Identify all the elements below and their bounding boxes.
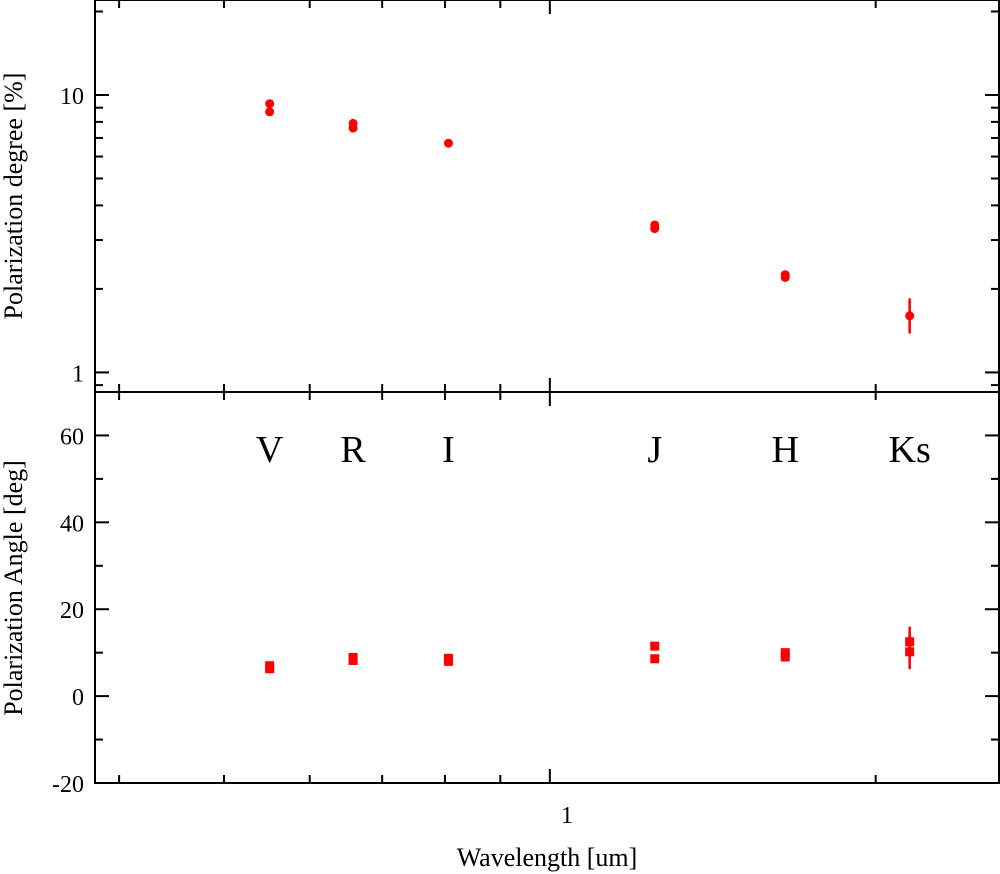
bottom-panel-points (265, 637, 915, 674)
bottom-panel: -20 0 20 40 60 V R I J H Ks 1 Polarization Angle … (0, 391, 1000, 872)
top-data-point (443, 138, 453, 148)
bottom-data-point (348, 655, 358, 665)
bottom-ytick-label: 40 (60, 511, 84, 537)
bottom-data-point (443, 656, 453, 666)
bottom-data-point (650, 641, 660, 651)
bottom-y-axis-label: Polarization Angle [deg] (0, 460, 28, 716)
top-panel-points (265, 99, 915, 321)
top-data-point (265, 107, 275, 117)
top-panel-frame (94, 0, 1000, 393)
bottom-data-point (780, 652, 790, 662)
bottom-panel-ticks (95, 392, 999, 784)
band-label-J: J (647, 429, 662, 471)
bottom-data-point (650, 654, 660, 664)
bottom-ytick-label: 20 (60, 598, 84, 624)
bottom-panel-band-labels: V R I J H Ks (256, 429, 931, 471)
bottom-data-point (905, 647, 915, 657)
bottom-panel-errorbars (268, 626, 911, 671)
band-label-H: H (772, 429, 799, 471)
bottom-ytick-label: -20 (52, 772, 84, 798)
x-axis-label: Wavelength [um] (457, 843, 638, 872)
top-data-point (650, 224, 660, 234)
bottom-ytick-label: 60 (60, 424, 84, 450)
top-data-point (348, 123, 358, 133)
xtick-label-1: 1 (561, 803, 573, 829)
top-y-axis-label: Polarization degree [%] (0, 73, 28, 320)
bottom-ytick-label: 0 (72, 685, 84, 711)
top-ytick-label-10: 10 (60, 84, 84, 110)
band-label-Ks: Ks (889, 429, 931, 471)
bottom-data-point (905, 637, 915, 647)
top-data-point (265, 99, 275, 109)
top-data-point (780, 272, 790, 282)
bottom-panel-frame (94, 391, 1000, 784)
top-data-point (905, 311, 915, 321)
top-ytick-label-1: 1 (72, 361, 84, 387)
band-label-V: V (256, 429, 284, 471)
band-label-R: R (340, 429, 366, 471)
bottom-panel-ytick-labels: -20 0 20 40 60 (52, 424, 84, 798)
bottom-data-point (265, 664, 275, 674)
band-label-I: I (442, 429, 455, 471)
top-panel: 10 1 Polarization degree [%] (0, 0, 1000, 393)
top-panel-ticks (95, 0, 999, 392)
